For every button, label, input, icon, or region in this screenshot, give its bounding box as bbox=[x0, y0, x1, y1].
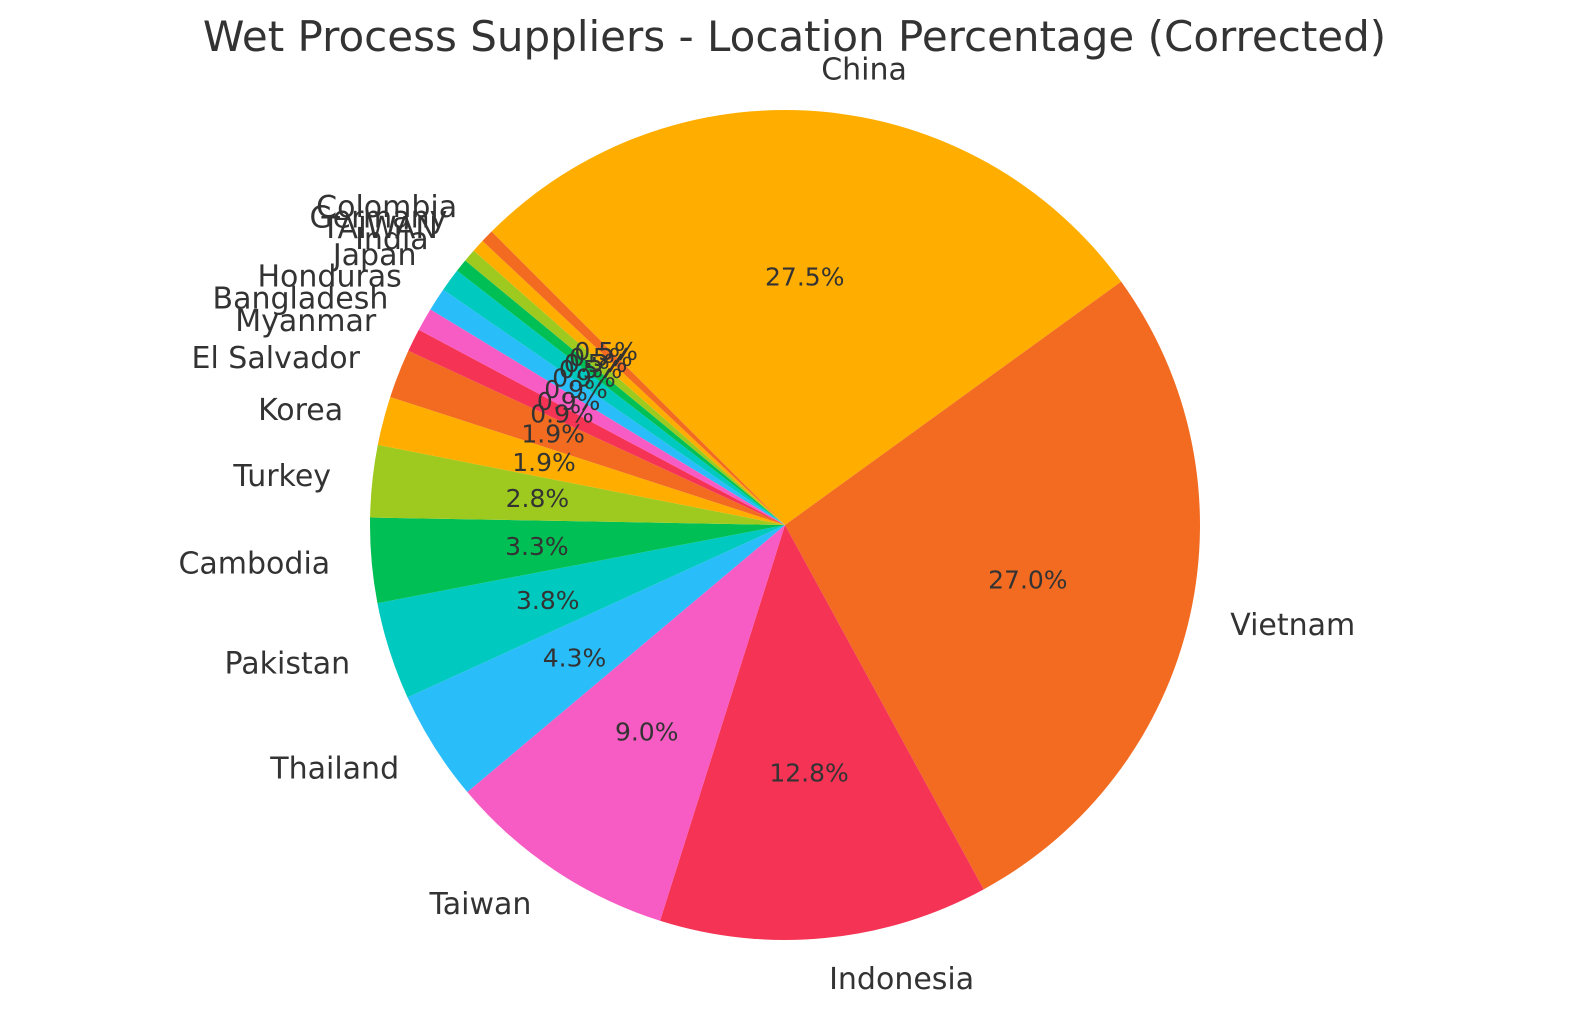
slice-labels: China Vietnam Indonesia Taiwan Thailand Pakis… bbox=[178, 52, 1355, 996]
slice-label: El Salvador bbox=[191, 341, 360, 376]
slice-label: Vietnam bbox=[1230, 608, 1355, 643]
slice-label: Thailand bbox=[269, 751, 399, 786]
slice-label: Taiwan bbox=[428, 887, 531, 922]
slice-percent-label: 0.9% bbox=[530, 400, 594, 429]
slice-percent-label: 0.9% bbox=[537, 387, 601, 416]
pie-slice-china bbox=[491, 109, 1122, 526]
slice-percent-label: 1.9% bbox=[512, 448, 576, 477]
slice-percent-label: 3.8% bbox=[516, 586, 580, 615]
slice-percent-label: 0.5% bbox=[559, 355, 623, 384]
slice-label: Bangladesh bbox=[213, 281, 389, 316]
pie-slice-germany bbox=[473, 240, 785, 525]
pie-slice-taiwan bbox=[467, 525, 785, 921]
slice-label: Germany bbox=[309, 200, 447, 235]
slice-label: Cambodia bbox=[178, 547, 330, 582]
slice-label: Colombia bbox=[316, 190, 457, 225]
pie-slice-vietnam bbox=[785, 281, 1200, 890]
pie-slice-pakistan bbox=[377, 525, 785, 698]
slice-percent-label: 0.9% bbox=[552, 364, 616, 393]
pie-slice-colombia bbox=[482, 231, 785, 525]
slice-label: Korea bbox=[258, 393, 343, 428]
slice-percent-label: 0.5% bbox=[569, 343, 633, 372]
slice-percent-label: 3.3% bbox=[505, 532, 569, 561]
pie-slice-el-salvador bbox=[390, 350, 785, 525]
pie-slice-taiwan bbox=[465, 250, 785, 526]
slice-label: TAIWAN bbox=[320, 211, 437, 246]
slice-label: Indonesia bbox=[829, 962, 974, 997]
slice-label: Honduras bbox=[257, 259, 401, 294]
pie-slice-turkey bbox=[370, 444, 785, 525]
pie-slice-japan bbox=[443, 270, 785, 525]
pie-slice-honduras bbox=[430, 289, 785, 525]
slice-label: Turkey bbox=[232, 459, 331, 494]
slice-percent-label: 27.5% bbox=[765, 262, 844, 291]
pie-slice-cambodia bbox=[370, 517, 785, 604]
pie-slice-bangladesh bbox=[418, 309, 785, 525]
slice-label: Japan bbox=[331, 238, 417, 273]
slice-percent-label: 2.8% bbox=[506, 484, 570, 513]
slice-percent-label: 9.0% bbox=[615, 718, 679, 747]
slice-label: China bbox=[821, 52, 907, 87]
slice-percent-label: 0.9% bbox=[544, 375, 608, 404]
slice-label: Pakistan bbox=[224, 646, 350, 681]
pie-slice-indonesia bbox=[660, 525, 984, 940]
slice-percent-label: 12.8% bbox=[769, 758, 848, 787]
pie-slice-thailand bbox=[407, 525, 785, 793]
pie-slice-korea bbox=[377, 396, 785, 525]
pie-slice-india bbox=[457, 260, 785, 525]
chart-title: Wet Process Suppliers - Location Percent… bbox=[202, 12, 1387, 61]
slice-percent-label: 1.9% bbox=[521, 420, 585, 449]
slice-percent-labels: 27.5% 27.0% 12.8% 9.0% 4.3% 3.8% 3.3% 2.8% 1.9%1… bbox=[505, 262, 1067, 787]
slice-percent-label: 0.5% bbox=[564, 349, 628, 378]
slice-percent-label: 27.0% bbox=[988, 565, 1067, 594]
slice-percent-label: 0.5% bbox=[574, 337, 638, 366]
slice-label: Myanmar bbox=[235, 304, 377, 339]
slice-percent-label: 4.3% bbox=[543, 644, 607, 673]
pie-slice-myanmar bbox=[408, 329, 785, 525]
slice-label: India bbox=[355, 222, 429, 257]
pie-slices bbox=[370, 109, 1200, 940]
